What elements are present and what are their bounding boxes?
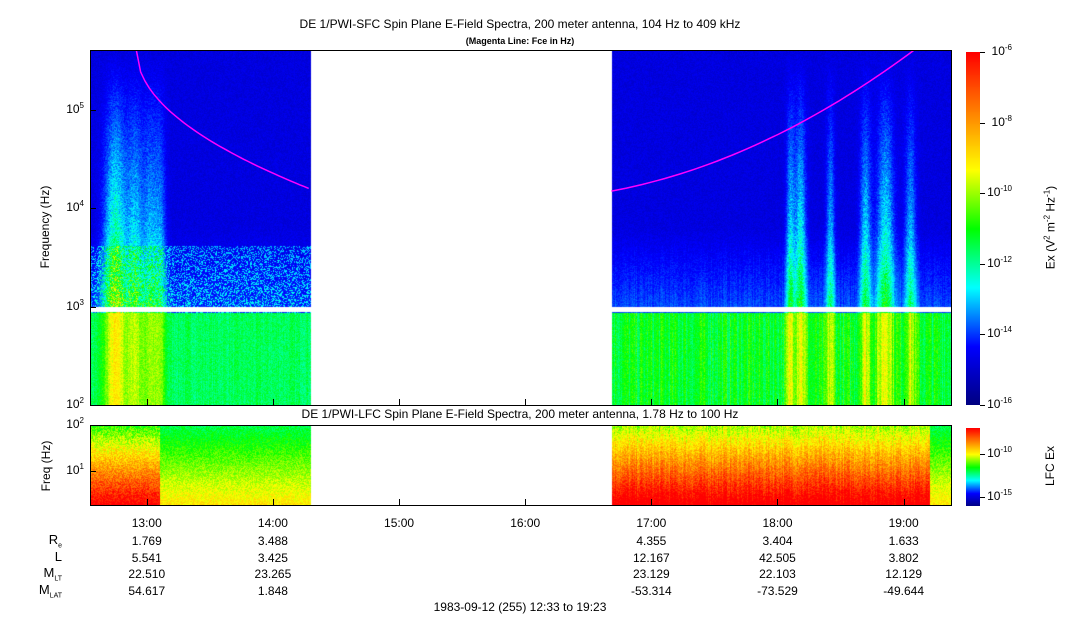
ephemeris-value: 3.802 <box>888 550 919 565</box>
ephemeris-value: 3.404 <box>762 534 793 548</box>
ephemeris-value: 1.769 <box>131 534 162 548</box>
y-tick <box>90 470 96 472</box>
colorbar-tick <box>980 263 985 265</box>
y-tick <box>90 405 96 406</box>
x-tick-label: 14:00 <box>257 516 288 530</box>
ephemeris-value: -53.314 <box>630 583 672 598</box>
ephemeris-value: 1.633 <box>888 534 919 548</box>
x-tick-label: 16:00 <box>510 516 541 530</box>
ephemeris-row-label: MLAT <box>38 581 62 600</box>
colorbar-tick-label: 10-14 <box>987 325 1012 341</box>
y-tick-label: 101 <box>66 461 84 477</box>
ephemeris-value: 1.848 <box>257 583 288 598</box>
colorbar-tick-label: 10-16 <box>987 396 1012 411</box>
x-tick <box>399 399 401 405</box>
y-tick <box>90 306 96 308</box>
x-tick <box>777 499 779 505</box>
ephemeris-value: 54.617 <box>128 583 166 598</box>
sfc-spectrogram <box>90 50 952 405</box>
bottom-ylabel: Freq (Hz) <box>39 440 53 492</box>
fce-line-segment <box>611 50 915 192</box>
x-tick-label: 17:00 <box>636 516 667 530</box>
x-tick <box>903 499 905 505</box>
x-tick-label: 19:00 <box>888 516 919 530</box>
colorbar-tick <box>980 52 985 53</box>
colorbar-tick-label: 10-6 <box>991 43 1012 58</box>
ephemeris-value: 3.488 <box>257 534 288 548</box>
x-tick <box>651 499 653 505</box>
x-tick <box>146 499 148 505</box>
x-tick <box>525 499 527 505</box>
ephemeris-value: -73.529 <box>757 583 798 598</box>
colorbar-lfc-label: LFC Ex <box>1043 446 1057 487</box>
ephemeris-value: 5.541 <box>131 550 162 565</box>
ephemeris-value: 4.355 <box>636 534 667 548</box>
x-tick <box>272 399 274 405</box>
colorbar-tick <box>980 122 985 124</box>
colorbar-tick-label: 10-10 <box>987 445 1012 460</box>
fce-line-layer <box>135 50 915 192</box>
colorbar-sfc-label: Ex (V2 m-2 Hz-1) <box>1042 185 1058 270</box>
top-ylabel: Frequency (Hz) <box>38 185 52 269</box>
y-tick-label: 102 <box>66 396 84 411</box>
x-tick <box>651 399 653 405</box>
date-footer: 1983-09-12 (255) 12:33 to 19:23 <box>433 600 607 614</box>
ephemeris-value: 23.265 <box>254 567 292 581</box>
ephemeris-value: -49.644 <box>883 583 924 598</box>
x-tick <box>525 399 527 405</box>
colorbar-tick <box>980 454 985 455</box>
colorbar-tick <box>980 497 985 499</box>
colorbar-tick-label: 10-8 <box>991 113 1012 129</box>
ephemeris-value: 12.129 <box>885 567 922 581</box>
top-panel-title: DE 1/PWI-SFC Spin Plane E-Field Spectra,… <box>299 17 741 31</box>
x-tick <box>903 399 905 405</box>
ephemeris-value: 12.167 <box>632 550 670 565</box>
x-tick <box>777 399 779 405</box>
x-tick <box>272 499 274 505</box>
ephemeris-row-label: MLT <box>43 565 63 583</box>
top-panel-subtitle: (Magenta Line: Fce in Hz) <box>465 36 575 46</box>
y-tick-label: 102 <box>66 416 84 431</box>
y-tick <box>90 208 96 210</box>
x-tick-label: 13:00 <box>131 516 162 530</box>
x-tick <box>146 399 148 405</box>
colorbar-tick-label: 10-10 <box>987 184 1012 200</box>
colorbar-tick <box>980 405 985 406</box>
ephemeris-row-label: L <box>54 548 62 564</box>
y-tick <box>90 110 96 112</box>
colorbar-tick-label: 10-12 <box>987 254 1012 270</box>
x-tick-label: 15:00 <box>384 516 415 530</box>
ephemeris-value: 3.425 <box>257 550 288 565</box>
y-tick-label: 103 <box>66 297 84 313</box>
colorbar-tick <box>980 334 985 336</box>
ephemeris-value: 22.510 <box>128 567 166 581</box>
x-tick <box>399 499 401 505</box>
y-tick-label: 104 <box>66 199 84 215</box>
bottom-panel-title: DE 1/PWI-LFC Spin Plane E-Field Spectra,… <box>301 407 739 421</box>
ephemeris-value: 22.103 <box>759 567 796 581</box>
x-tick-label: 18:00 <box>762 516 793 530</box>
colorbar-lfc <box>966 428 980 506</box>
ephemeris-value: 42.505 <box>759 550 796 565</box>
lfc-spectrogram <box>90 425 952 505</box>
fce-line-segment <box>135 50 309 190</box>
colorbar-tick <box>980 193 985 195</box>
colorbar-sfc <box>966 52 980 405</box>
colorbar-tick-label: 10-15 <box>987 488 1012 504</box>
y-tick-label: 105 <box>66 101 84 117</box>
ephemeris-value: 23.129 <box>632 567 670 581</box>
y-tick <box>90 425 96 426</box>
ephemeris-row-label: Re <box>48 532 62 550</box>
